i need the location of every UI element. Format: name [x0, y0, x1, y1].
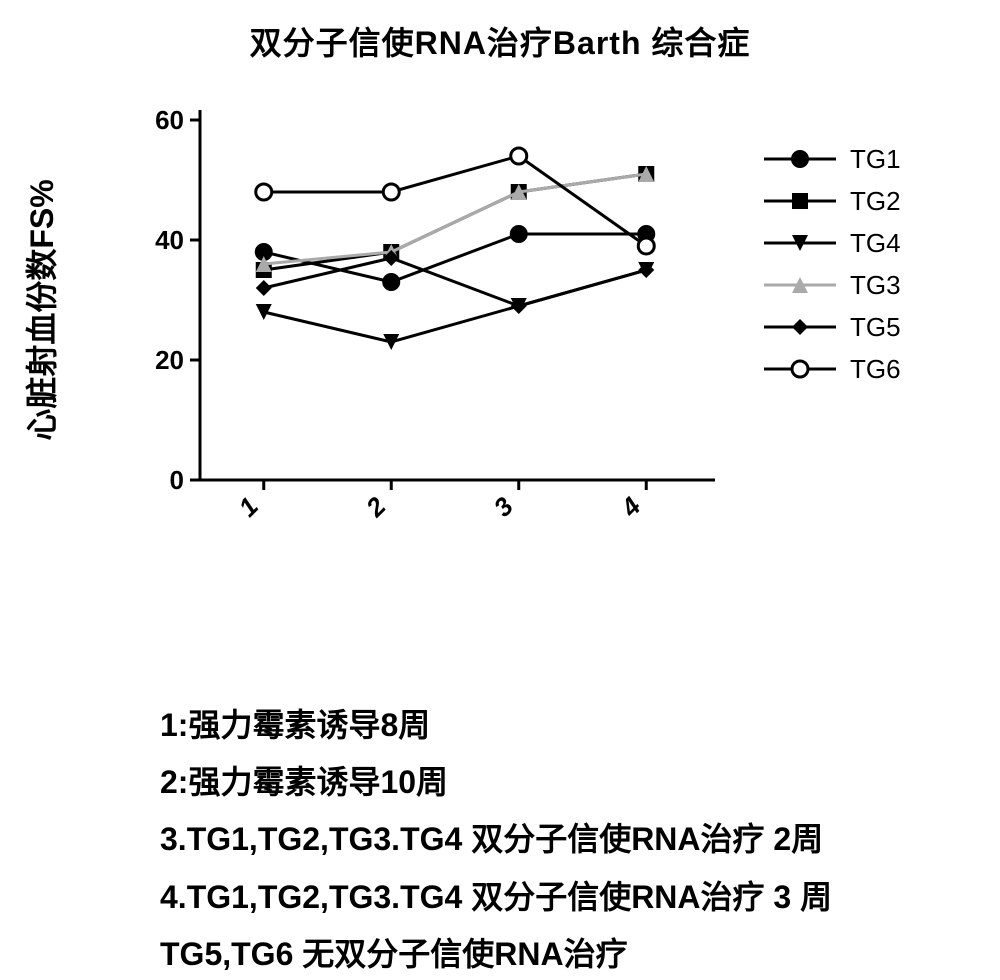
legend-label: TG2 [850, 186, 901, 217]
legend-marker-icon [760, 354, 840, 384]
chart-title: 双分子信使RNA治疗Barth 综合症 [0, 0, 1000, 64]
legend-label: TG4 [850, 228, 901, 259]
legend-item: TG3 [760, 266, 901, 304]
svg-text:60: 60 [155, 105, 184, 135]
legend-item: TG5 [760, 308, 901, 346]
legend-item: TG4 [760, 224, 901, 262]
footnote-line: 3.TG1,TG2,TG3.TG4 双分子信使RNA治疗 2周 [160, 814, 832, 865]
legend-marker-icon [760, 312, 840, 342]
y-axis-label: 心脏射血份数FS% [17, 179, 63, 440]
legend-item: TG2 [760, 182, 901, 220]
legend-marker-icon [760, 270, 840, 300]
legend-label: TG6 [850, 354, 901, 385]
plot-svg: 0 20 40 60 1 2 3 4 [140, 100, 720, 580]
footnote-line: TG5,TG6 无双分子信使RNA治疗 [160, 929, 832, 980]
footnote-line: 2:强力霉素诱导10周 [160, 757, 832, 808]
chart-area: 02040601234 [140, 100, 720, 520]
svg-text:40: 40 [155, 225, 184, 255]
svg-text:3: 3 [488, 491, 520, 523]
legend-label: TG1 [850, 144, 901, 175]
footnote-line: 1:强力霉素诱导8周 [160, 700, 832, 751]
svg-text:0: 0 [170, 465, 184, 495]
svg-text:1: 1 [233, 491, 264, 522]
legend: TG1 TG2 TG4 TG3 TG5 TG6 [760, 140, 901, 388]
svg-text:20: 20 [155, 345, 184, 375]
legend-item: TG6 [760, 350, 901, 388]
svg-text:2: 2 [359, 491, 392, 524]
footnotes: 1:强力霉素诱导8周 2:强力霉素诱导10周 3.TG1,TG2,TG3.TG4 双… [160, 700, 832, 980]
legend-label: TG3 [850, 270, 901, 301]
legend-marker-icon [760, 186, 840, 216]
footnote-line: 4.TG1,TG2,TG3.TG4 双分子信使RNA治疗 3 周 [160, 872, 832, 923]
legend-marker-icon [760, 144, 840, 174]
legend-item: TG1 [760, 140, 901, 178]
legend-label: TG5 [850, 312, 901, 343]
legend-marker-icon [760, 228, 840, 258]
svg-text:4: 4 [614, 491, 647, 524]
